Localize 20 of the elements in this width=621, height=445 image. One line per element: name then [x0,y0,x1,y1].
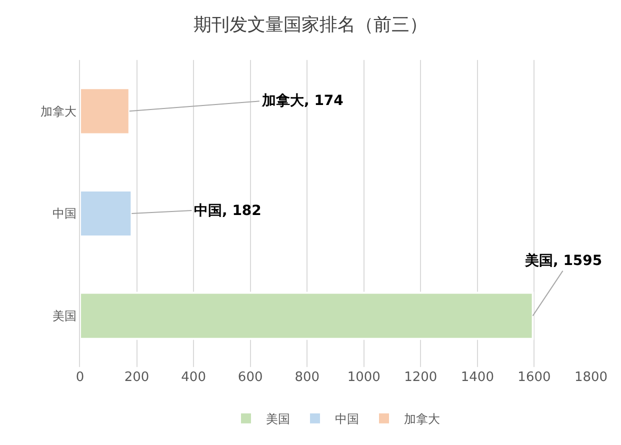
y-tick-label: 加拿大 [40,104,77,118]
x-tick-label: 1600 [518,370,551,385]
x-tick-label: 600 [238,370,263,385]
y-tick-label: 美国 [52,309,77,324]
x-tick-label: 1800 [574,370,608,385]
x-tick-label: 200 [124,370,150,385]
legend-label: 美国 [266,412,290,426]
data-label: 中国, 182 [194,203,262,219]
data-label: 加拿大, 174 [261,93,344,109]
x-tick-label: 400 [181,370,206,385]
data-label: 美国, 1595 [524,252,602,269]
y-tick-label: 中国 [52,206,77,221]
legend-label: 中国 [335,412,359,426]
x-tick-label: 0 [76,370,84,385]
x-tick-label: 1400 [460,370,494,385]
legend-label: 加拿大 [404,412,440,426]
x-tick-label: 1200 [404,370,438,385]
x-tick-label: 1000 [347,370,380,385]
chart-title: 期刊发文量国家排名（前三） [194,14,428,36]
x-tick-label: 800 [294,370,320,385]
